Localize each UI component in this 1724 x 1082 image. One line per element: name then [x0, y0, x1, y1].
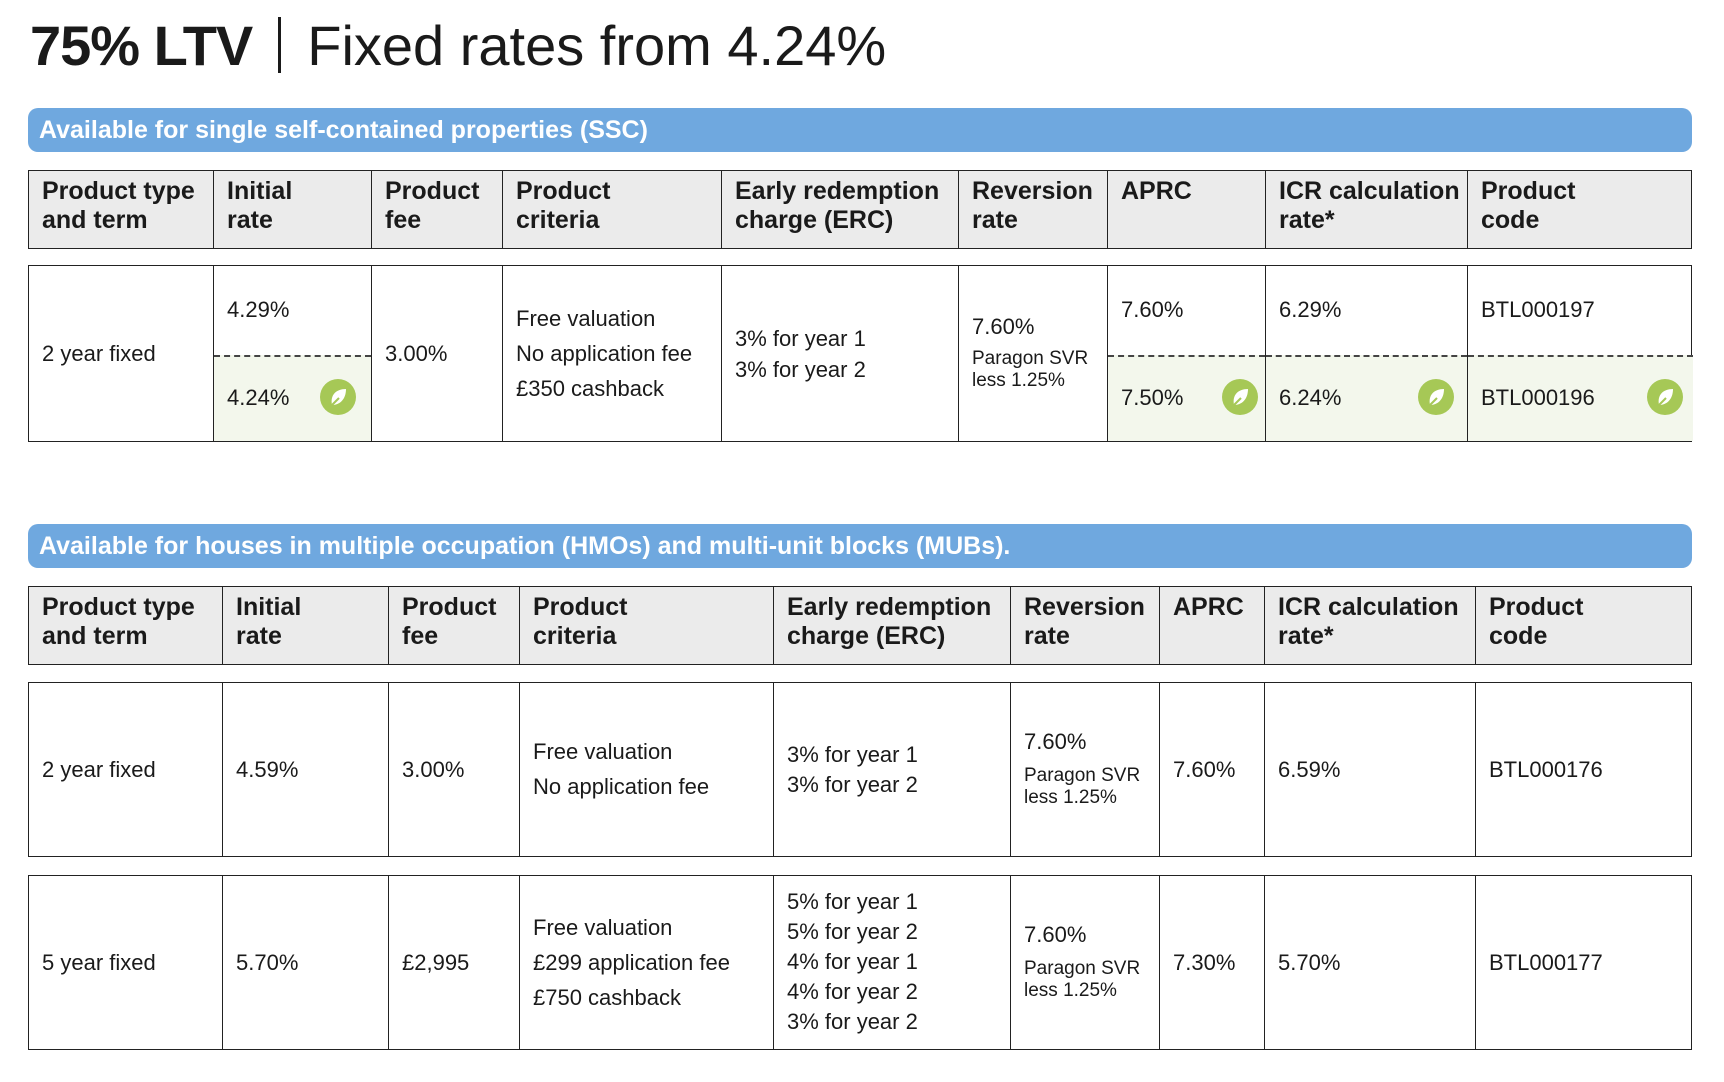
divider	[1266, 355, 1467, 357]
term-cell: 2 year fixed	[42, 757, 156, 782]
table-row: 2 year fixed 4.59% 3.00% Free valuation …	[28, 682, 1692, 857]
fee-cell: £2,995	[388, 876, 519, 1049]
header-cell: Early redemption charge (ERC)	[773, 587, 1010, 664]
header-cell: Product code	[1467, 171, 1693, 248]
code-cell: BTL000177	[1475, 876, 1693, 1049]
header-cell: Product type and term	[42, 593, 195, 650]
header-cell: Product type and term	[42, 177, 195, 234]
initial-rate-cell: 4.59%	[222, 683, 388, 856]
reversion-cell: 7.60% Paragon SVR less 1.25%	[958, 266, 1107, 441]
hmo-header-row: Product type and term Initial rate Product…	[28, 586, 1692, 665]
criteria-cell: Free valuation No application fee £350 c…	[502, 266, 721, 441]
term-cell: 5 year fixed	[42, 950, 156, 975]
table-row: 2 year fixed 4.29% 4.24% 3.00% Free valu…	[28, 265, 1693, 442]
reversion-cell: 7.60% Paragon SVR less 1.25%	[1010, 876, 1159, 1049]
divider	[1468, 355, 1693, 357]
header-cell: Product fee	[388, 587, 519, 664]
header-cell: Product criteria	[502, 171, 721, 248]
title-divider	[278, 17, 282, 73]
leaf-icon	[1222, 379, 1258, 415]
icr-cell: 6.59%	[1264, 683, 1475, 856]
header-cell: ICR calculation rate*	[1265, 171, 1467, 248]
aprc-cell: 7.60%	[1159, 683, 1264, 856]
erc-cell: 3% for year 1 3% for year 2	[773, 683, 1010, 856]
divider	[214, 355, 371, 357]
fee-cell: 3.00%	[388, 683, 519, 856]
header-cell: Reversion rate	[958, 171, 1107, 248]
header-cell: Reversion rate	[1010, 587, 1159, 664]
header-cell: Product criteria	[519, 587, 773, 664]
divider	[1108, 355, 1265, 357]
table-row: 5 year fixed 5.70% £2,995 Free valuation…	[28, 875, 1692, 1050]
reversion-cell: 7.60% Paragon SVR less 1.25%	[1010, 683, 1159, 856]
initial-rate-cell: 5.70%	[222, 876, 388, 1049]
criteria-cell: Free valuation No application fee	[519, 683, 773, 856]
icr-cell: 5.70%	[1264, 876, 1475, 1049]
code-cell: BTL000197 BTL000196	[1467, 266, 1693, 441]
ssc-header-row: Product type and term Initial rate Product…	[28, 170, 1692, 249]
header-cell: Product code	[1475, 587, 1693, 664]
initial-rate-cell: 4.29% 4.24%	[213, 266, 371, 441]
fee-cell: 3.00%	[371, 266, 502, 441]
erc-cell: 5% for year 1 5% for year 2 4% for year …	[773, 876, 1010, 1049]
page-title: 75% LTV Fixed rates from 4.24%	[30, 10, 886, 80]
code-cell: BTL000176	[1475, 683, 1693, 856]
leaf-icon	[320, 379, 356, 415]
criteria-cell: Free valuation £299 application fee £750…	[519, 876, 773, 1049]
erc-cell: 3% for year 1 3% for year 2	[721, 266, 958, 441]
rates-label: Fixed rates from 4.24%	[307, 13, 887, 77]
leaf-icon	[1647, 379, 1683, 415]
header-cell: Initial rate	[213, 171, 371, 248]
header-cell: APRC	[1107, 171, 1265, 248]
icr-cell: 6.29% 6.24%	[1265, 266, 1467, 441]
ssc-banner: Available for single self-contained prop…	[28, 108, 1692, 152]
term-cell: 2 year fixed	[42, 341, 156, 366]
aprc-cell: 7.30%	[1159, 876, 1264, 1049]
header-cell: APRC	[1159, 587, 1264, 664]
header-cell: Initial rate	[222, 587, 388, 664]
header-cell: ICR calculation rate*	[1264, 587, 1475, 664]
leaf-icon	[1418, 379, 1454, 415]
ltv-label: 75% LTV	[30, 13, 253, 77]
header-cell: Product fee	[371, 171, 502, 248]
hmo-banner: Available for houses in multiple occupat…	[28, 524, 1692, 568]
aprc-cell: 7.60% 7.50%	[1107, 266, 1265, 441]
header-cell: Early redemption charge (ERC)	[721, 171, 958, 248]
